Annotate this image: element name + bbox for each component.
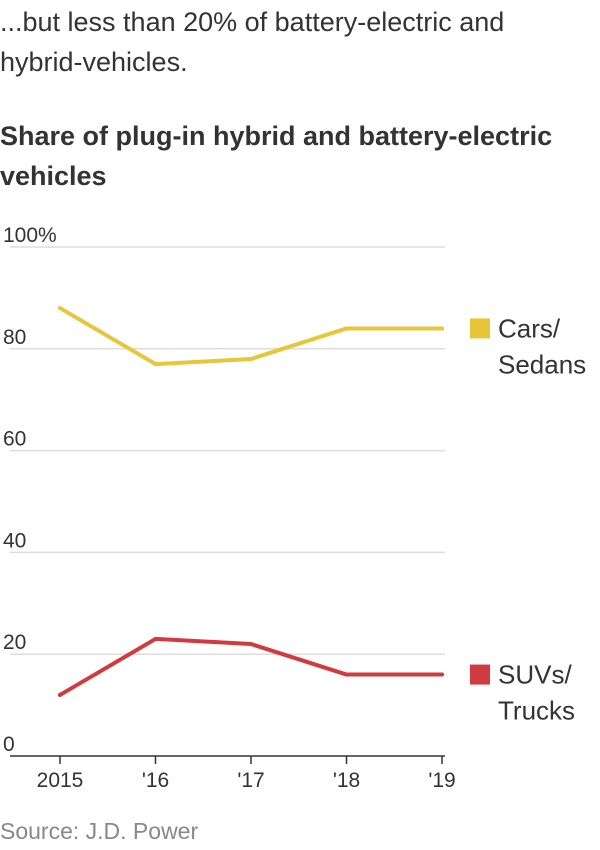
y-tick-label: 100% — [3, 224, 57, 247]
y-tick-label: 0 — [3, 733, 15, 756]
data-point-cars — [153, 362, 158, 367]
x-tick-label: '17 — [237, 769, 264, 792]
data-point-cars — [249, 356, 253, 361]
legend-label-suvs: SUVs/ — [498, 660, 572, 690]
data-point-suvs — [249, 642, 253, 647]
series-line-cars — [58, 306, 444, 367]
data-point-cars — [58, 306, 62, 311]
legend-swatch-suvs — [470, 664, 490, 685]
data-point-cars — [344, 326, 349, 331]
y-tick-label: 80 — [3, 326, 26, 349]
x-tick-label: '18 — [333, 769, 360, 792]
legend-swatch-cars — [470, 318, 490, 339]
legend-label-suvs: Trucks — [498, 696, 575, 726]
data-point-cars — [440, 326, 444, 331]
source-note: Source: J.D. Power — [0, 818, 199, 844]
x-tick-label: '19 — [428, 769, 455, 792]
y-tick-label: 20 — [3, 631, 26, 654]
legend-label-cars: Cars/ — [498, 313, 561, 343]
x-tick-label: 2015 — [37, 769, 84, 792]
y-tick-label: 60 — [3, 428, 26, 451]
chart-subtitle: ...but less than 20% of battery-electric… — [0, 7, 505, 77]
series-line-suvs — [58, 636, 444, 697]
data-point-suvs — [440, 672, 444, 677]
data-point-suvs — [153, 636, 158, 641]
data-point-suvs — [58, 692, 62, 697]
legend-label-cars: Sedans — [498, 349, 586, 379]
chart-title: Share of plug-in hybrid and battery-elec… — [0, 121, 553, 191]
data-point-suvs — [344, 672, 349, 677]
y-tick-label: 40 — [3, 529, 26, 552]
x-tick-label: '16 — [142, 769, 169, 792]
